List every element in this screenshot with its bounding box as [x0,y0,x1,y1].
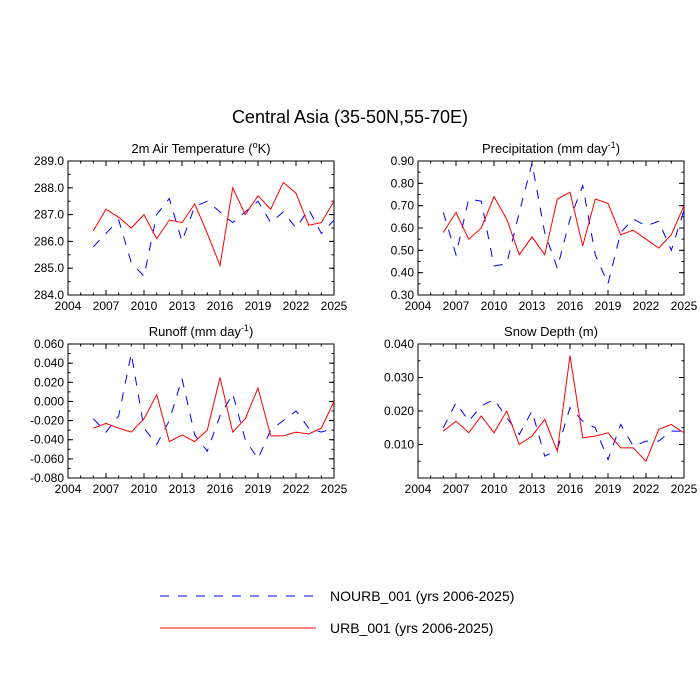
runoff-xtick-label: 2025 [321,482,348,496]
temperature-xtick-label: 2019 [245,299,272,313]
precipitation-series-nourb [442,163,685,286]
figure-title: Central Asia (35-50N,55-70E) [232,107,468,127]
precipitation-title-main: Precipitation (mm day [482,141,608,156]
panel-snow-depth: Snow Depth (m) 2004 2007 2010 2013 2016 2019 20… [384,324,698,496]
runoff-plot-frame [67,343,335,479]
snow-depth-title: Snow Depth (m) [504,324,598,339]
snow-depth-xtick-label: 2019 [595,482,622,496]
runoff-ytick-label: 0.060 [34,337,64,351]
snow-depth-xtick-label: 2016 [557,482,584,496]
runoff-xtick-label: 2022 [283,482,310,496]
runoff-ytick-label: 0.040 [34,356,64,370]
temperature-ytick-label: 289.0 [34,154,64,168]
precipitation-xtick-label: 2010 [481,299,508,313]
legend-nourb-label: NOURB_001 (yrs 2006-2025) [330,588,514,604]
snow-depth-ytick-label: 0.030 [384,371,414,385]
runoff-series-nourb [92,353,335,460]
runoff-ytick-label: -0.080 [30,471,64,485]
precipitation-xtick-label: 2025 [671,299,698,313]
runoff-xtick-label: 2013 [169,482,196,496]
runoff-xtick-label: 2016 [207,482,234,496]
temperature-xtick-label: 2022 [283,299,310,313]
legend: NOURB_001 (yrs 2006-2025) URB_001 (yrs 2… [160,588,514,636]
precipitation-title-superscript: -1 [608,140,616,150]
runoff-ytick-label: -0.060 [30,452,64,466]
precipitation-ytick-label: 0.60 [391,221,415,235]
precipitation-ytick-label: 0.80 [391,176,415,190]
temperature-xtick-label: 2010 [131,299,158,313]
snow-depth-xtick-label: 2004 [405,482,432,496]
runoff-series-urb [93,377,335,443]
temperature-ytick-label: 284.0 [34,288,64,302]
precipitation-xtick-label: 2007 [443,299,470,313]
temperature-series-nourb [92,197,335,278]
panels: 2m Air Temperature (oK) 2004 2007 2010 2013 2… [30,140,698,496]
legend-urb-label: URB_001 (yrs 2006-2025) [330,620,493,636]
snow-depth-plot-frame [417,343,685,479]
temperature-xtick-label: 2016 [207,299,234,313]
snow-depth-ytick-label: 0.040 [384,337,414,351]
runoff-ytick-label: 0.000 [34,394,64,408]
precipitation-xtick-label: 2013 [519,299,546,313]
temperature-ytick-label: 286.0 [34,234,64,248]
temperature-ytick-label: 287.0 [34,208,64,222]
snow-depth-series-urb [442,355,685,463]
runoff-ytick-label: 0.020 [34,375,64,389]
temperature-title-tail: K) [258,141,271,156]
runoff-title-main: Runoff (mm day [149,324,242,339]
snow-depth-ytick-label: 0.020 [384,404,414,418]
snow-depth-xtick-label: 2007 [443,482,470,496]
runoff-title-tail: ) [249,324,253,339]
temperature-xtick-label: 2025 [321,299,348,313]
precipitation-title-tail: ) [616,141,620,156]
precipitation-xtick-label: 2022 [633,299,660,313]
runoff-xtick-label: 2007 [93,482,120,496]
panel-runoff: Runoff (mm day-1) 2004 2007 2010 2013 2016 201… [30,323,348,496]
temperature-ytick-label: 285.0 [34,261,64,275]
precipitation-ytick-label: 0.70 [391,199,415,213]
temperature-series-urb [92,181,335,268]
precipitation-series-urb [442,191,685,257]
precipitation-ytick-label: 0.90 [391,154,415,168]
precipitation-ytick-label: 0.50 [391,243,415,257]
snow-depth-xtick-label: 2025 [671,482,698,496]
runoff-xtick-label: 2004 [55,482,82,496]
temperature-xtick-label: 2013 [169,299,196,313]
snow-depth-xtick-label: 2010 [481,482,508,496]
temperature-ytick-label: 288.0 [34,181,64,195]
runoff-xtick-label: 2010 [131,482,158,496]
runoff-title: Runoff (mm day-1) [149,323,254,339]
runoff-title-superscript: -1 [241,323,249,333]
temperature-xtick-label: 2007 [93,299,120,313]
snow-depth-xtick-label: 2022 [633,482,660,496]
snow-depth-series-nourb [442,398,684,462]
panel-temperature: 2m Air Temperature (oK) 2004 2007 2010 2013 2… [34,140,348,313]
snow-depth-title-main: Snow Depth (m) [504,324,598,339]
temperature-xtick-label: 2004 [55,299,82,313]
snow-depth-xtick-label: 2013 [519,482,546,496]
precipitation-xtick-label: 2019 [595,299,622,313]
precipitation-xtick-label: 2016 [557,299,584,313]
temperature-title: 2m Air Temperature (oK) [131,140,270,156]
temperature-title-main: 2m Air Temperature ( [131,141,253,156]
precipitation-ytick-label: 0.40 [391,266,415,280]
snow-depth-ytick-label: 0.010 [384,438,414,452]
runoff-ytick-label: -0.020 [30,414,64,428]
runoff-xtick-label: 2019 [245,482,272,496]
temperature-plot-frame [67,160,335,296]
precipitation-ytick-label: 0.30 [391,288,415,302]
runoff-ytick-label: -0.040 [30,433,64,447]
precipitation-xtick-label: 2004 [405,299,432,313]
panel-precipitation: Precipitation (mm day-1) 2004 2007 2010 2013… [391,140,698,313]
precipitation-title: Precipitation (mm day-1) [482,140,620,156]
temperature-title-superscript: o [253,140,258,150]
